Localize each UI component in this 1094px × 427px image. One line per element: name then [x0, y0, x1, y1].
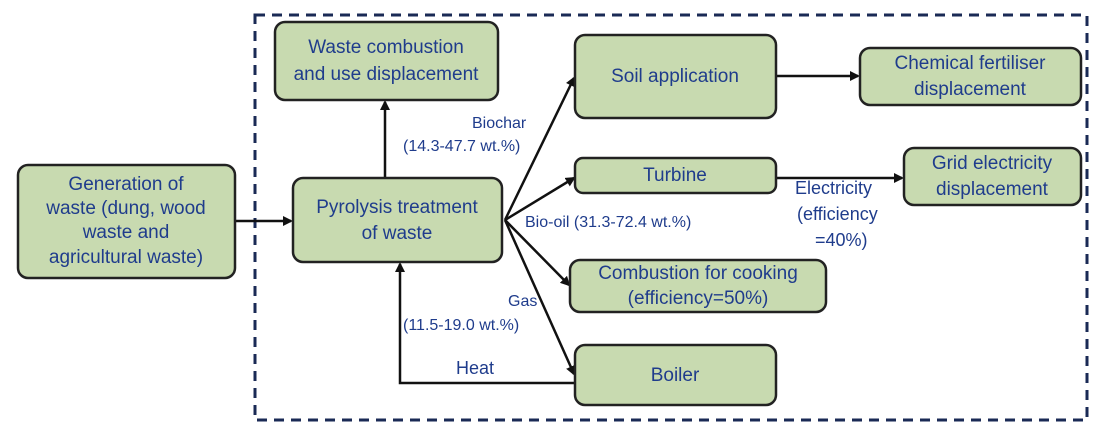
node-text: waste and [82, 222, 170, 243]
arrow [503, 219, 576, 376]
node: Turbine [573, 156, 778, 195]
node-text: waste (dung, wood [45, 198, 206, 219]
node: Grid electricity displacement [902, 146, 1083, 207]
node-text: (efficiency=50%) [628, 288, 769, 309]
edge-label: Heat [456, 358, 494, 378]
node: Waste combustion and use displacement [273, 20, 500, 102]
node-text: agricultural waste) [49, 247, 203, 268]
edge-label: Bio-oil (31.3-72.4 wt.%) [525, 214, 691, 231]
arrow [504, 219, 571, 287]
node-text: Combustion for cooking [598, 263, 798, 284]
node-text: Boiler [651, 365, 700, 386]
node-text: Soil application [611, 66, 739, 87]
arrow [395, 262, 575, 385]
arrow [503, 76, 576, 221]
node-text: Grid electricity [932, 153, 1053, 174]
node: Pyrolysis treatment of waste [291, 176, 504, 264]
node-text: and use displacement [294, 64, 480, 85]
edge-label: =40%) [815, 230, 868, 250]
edge-label: Biochar [472, 115, 527, 132]
node: Combustion for cooking (efficiency=50%) [568, 258, 828, 314]
node-text: Chemical fertiliser [895, 53, 1047, 74]
edge-label: (efficiency [797, 204, 878, 224]
arrow [504, 176, 576, 222]
node: Boiler [573, 343, 778, 407]
node-text: of waste [362, 223, 433, 244]
edge-label: (14.3-47.7 wt.%) [403, 138, 520, 155]
node-text: displacement [936, 179, 1049, 200]
system-boundary [253, 13, 1089, 422]
node-text: Waste combustion [308, 37, 464, 58]
edge-label: Gas [508, 293, 537, 310]
node: Chemical fertiliser displacement [858, 46, 1083, 107]
edge-label: Electricity [795, 178, 872, 198]
node-text: Pyrolysis treatment [316, 197, 478, 218]
node: Soil application [573, 33, 778, 120]
arrows [236, 71, 904, 385]
node-text: displacement [914, 79, 1027, 100]
node-text: Turbine [643, 165, 707, 186]
node: Generation of waste (dung, wood waste an… [16, 163, 237, 280]
node-text: Generation of [68, 174, 184, 195]
edge-label: (11.5-19.0 wt.%) [403, 317, 519, 334]
